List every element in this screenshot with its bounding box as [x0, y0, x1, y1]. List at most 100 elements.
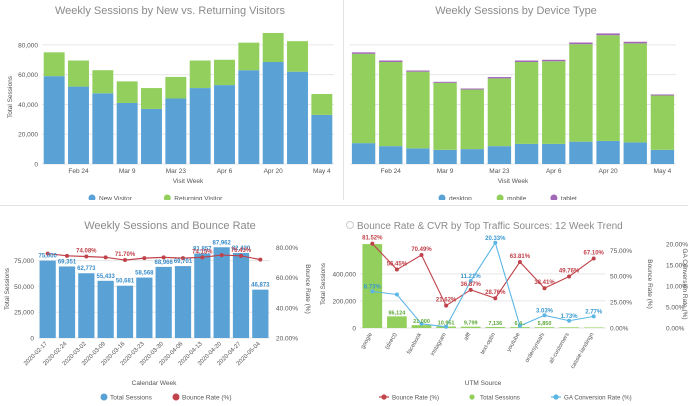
- y-tick-label: 75,000: [14, 258, 34, 265]
- y2-tick-label: 20.00%: [276, 336, 298, 343]
- legend-label: New Visitor: [99, 196, 133, 201]
- point-bounce-rate: [65, 254, 69, 258]
- x-tick-label: Mar 9: [119, 168, 136, 175]
- chart-title: Weekly Sessions by Device Type: [435, 5, 597, 17]
- y2-tick-label: 75.00%: [610, 248, 632, 255]
- bar-new-visitor: [263, 62, 284, 164]
- x-tick-label: Feb 24: [68, 168, 89, 175]
- point-bounce-rate: [142, 256, 146, 260]
- bar-total-sessions: [584, 327, 604, 328]
- bar-total-sessions: [156, 267, 172, 338]
- data-label-bounce: 38.41%: [534, 280, 555, 286]
- point-bounce-rate: [200, 255, 204, 259]
- line-bounce-rate: [372, 244, 593, 306]
- x-tick-label: May 4: [313, 168, 331, 175]
- data-label-bounce: 76.43%: [231, 248, 252, 254]
- bar-new-visitor: [311, 115, 332, 164]
- y-tick-label: 50,000: [14, 284, 34, 291]
- chart-traffic-sources: Bounce Rate & CVR by Top Traffic Sources…: [316, 210, 688, 401]
- data-label-sessions: 5,850: [538, 321, 552, 327]
- chart-title: Weekly Sessions and Bounce Rate: [84, 220, 256, 232]
- bar-total-sessions: [40, 261, 56, 338]
- bar-desktop: [569, 142, 592, 164]
- horizontal-divider: [0, 205, 688, 206]
- data-label-bounce: 21.62%: [436, 298, 457, 304]
- data-label-sessions: 50,681: [116, 279, 135, 285]
- legend-label: mobile: [507, 196, 527, 201]
- x-tick-label: Mar 9: [437, 168, 454, 175]
- bar-new-visitor: [141, 109, 162, 164]
- y-tick-label: 60,000: [18, 72, 38, 79]
- y-tick-label: 20,000: [18, 132, 38, 139]
- chart-title: Bounce Rate & CVR by Top Traffic Sources…: [357, 221, 623, 232]
- bar-total-sessions: [194, 254, 210, 338]
- bar-mobile: [488, 78, 511, 146]
- data-label-cvr: 11.21%: [461, 274, 482, 280]
- y-tick-label: 80,000: [18, 42, 38, 49]
- data-label-bounce: 28.76%: [485, 290, 506, 296]
- bar-tablet: [461, 89, 484, 90]
- bar-returning-visitor: [238, 43, 259, 71]
- bar-returning-visitor: [165, 77, 186, 99]
- y-axis-title: Total Sessions: [320, 262, 327, 305]
- data-label-sessions: 21,000: [413, 319, 430, 325]
- bar-mobile: [569, 44, 592, 142]
- bar-total-sessions: [387, 316, 407, 328]
- bar-desktop: [352, 143, 375, 164]
- legend-marker: [173, 394, 180, 401]
- legend-marker: [101, 394, 108, 401]
- x-tick-label: Mar 23: [166, 168, 187, 175]
- x-tick-label: Apr 20: [599, 168, 619, 175]
- bar-desktop: [461, 149, 484, 164]
- x-tick-label: facebook: [406, 332, 423, 355]
- bar-mobile: [433, 83, 456, 150]
- point-bounce-rate: [370, 242, 374, 246]
- bar-new-visitor: [68, 87, 89, 164]
- bar-returning-visitor: [214, 60, 235, 85]
- bar-tablet: [651, 94, 674, 95]
- bar-mobile: [461, 90, 484, 150]
- bar-new-visitor: [214, 85, 235, 164]
- bar-total-sessions: [175, 266, 191, 338]
- y2-tick-label: 60.00%: [276, 275, 298, 282]
- x-tick-label: Apr 6: [217, 168, 233, 175]
- bar-tablet: [352, 52, 375, 53]
- vertical-divider: [343, 0, 344, 200]
- x-tick-label: ordersynsahi: [524, 332, 546, 364]
- y-tick-label: 0: [34, 162, 38, 169]
- data-label-bounce: 36.87%: [461, 282, 482, 288]
- x-tick-label: instagram: [430, 332, 448, 357]
- y-tick-label: 400,000: [333, 271, 357, 278]
- x-axis-title: Calendar Week: [132, 380, 177, 387]
- point-bounce-rate: [543, 286, 547, 290]
- data-label-bounce: 67.10%: [584, 251, 605, 257]
- bar-total-sessions: [59, 266, 75, 338]
- data-label-cvr: 1.73%: [561, 314, 579, 320]
- point-bounce-rate: [592, 257, 596, 261]
- data-label-sessions: 75,000: [38, 254, 57, 260]
- y2-tick-label: 0.00%: [610, 326, 629, 333]
- chart-sessions-bounce: Weekly Sessions and Bounce Rate025,00050…: [0, 210, 312, 401]
- y2-tick-label: 40.00%: [276, 305, 298, 312]
- bar-total-sessions: [485, 327, 505, 328]
- point-bounce-rate: [258, 258, 262, 262]
- point-bounce-rate: [420, 253, 424, 257]
- point-ga-conversion-rate: [395, 292, 399, 296]
- data-label-cvr: 2.77%: [585, 309, 603, 315]
- y2-tick-label: 50.00%: [610, 274, 632, 281]
- data-label-sessions: 7,136: [488, 321, 502, 327]
- data-label-bounce: 81.52%: [362, 236, 383, 242]
- x-tick-label: Apr 6: [546, 168, 562, 175]
- data-label-cvr: 3.03%: [536, 308, 554, 314]
- y-tick-label: 0: [352, 326, 356, 333]
- data-label-sessions: 62,773: [77, 266, 96, 272]
- y-axis-title: Total Sessions: [7, 75, 14, 118]
- bar-desktop: [379, 146, 402, 164]
- bar-new-visitor: [190, 88, 211, 164]
- bar-tablet: [624, 42, 647, 44]
- bar-total-sessions: [461, 327, 481, 328]
- legend-label: Returning Visitor: [174, 196, 223, 201]
- legend-marker: [164, 195, 171, 201]
- bar-mobile: [651, 96, 674, 150]
